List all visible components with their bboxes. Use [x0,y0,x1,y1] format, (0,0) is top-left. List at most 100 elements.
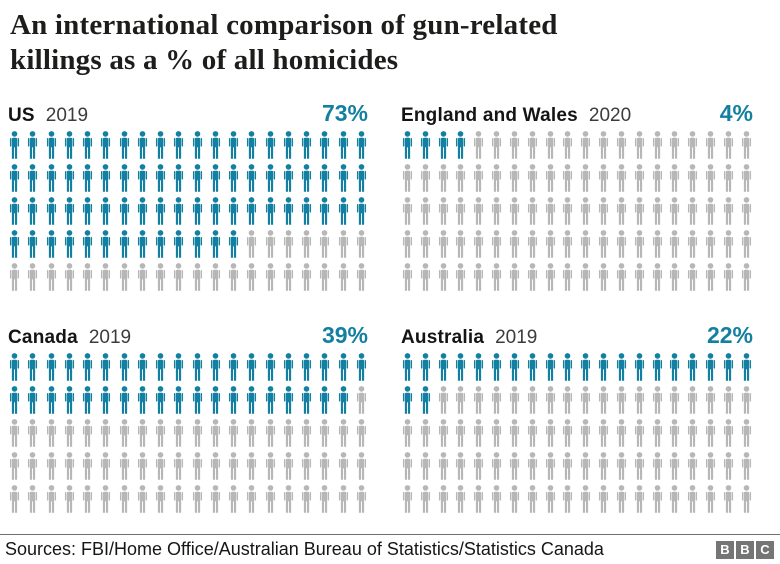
person-icon [651,197,664,225]
person-icon [633,386,646,414]
person-icon [245,197,258,225]
person-icon [419,353,432,381]
panel-year-label: 2019 [45,105,89,126]
person-icon [172,230,185,258]
pictogram-row [401,353,753,386]
person-icon [63,386,76,414]
person-icon [597,452,610,480]
person-icon [508,386,521,414]
person-icon [490,197,503,225]
person-icon [154,164,167,192]
person-icon [579,230,592,258]
person-icon [63,131,76,159]
person-icon [300,230,313,258]
person-icon [686,230,699,258]
person-icon [191,230,204,258]
pictogram-row [8,263,368,296]
person-icon [651,419,664,447]
person-icon [740,386,753,414]
person-icon [686,353,699,381]
person-icon [544,230,557,258]
person-icon [45,485,58,513]
person-icon [651,131,664,159]
pictogram-row [401,485,753,518]
person-icon [355,197,368,225]
person-icon [454,386,467,414]
person-icon [508,164,521,192]
person-icon [490,386,503,414]
pictogram-row [8,452,368,485]
person-icon [740,263,753,291]
person-icon [209,131,222,159]
person-icon [154,263,167,291]
person-icon [81,452,94,480]
person-icon [81,164,94,192]
person-icon [722,263,735,291]
person-icon [401,386,414,414]
person-icon [401,419,414,447]
person-icon [318,353,331,381]
person-icon [651,230,664,258]
person-icon [544,419,557,447]
person-icon [615,419,628,447]
panel-country-label: Australia [401,327,485,348]
person-icon [490,263,503,291]
panel-country-label: Canada [8,327,78,348]
person-icon [154,386,167,414]
person-icon [118,263,131,291]
person-icon [472,230,485,258]
person-icon [668,353,681,381]
person-icon [740,131,753,159]
person-icon [191,353,204,381]
person-icon [722,452,735,480]
person-icon [282,485,295,513]
person-icon [264,419,277,447]
person-icon [45,164,58,192]
person-icon [282,263,295,291]
panel-year-label: 2020 [588,105,632,126]
person-icon [191,452,204,480]
person-icon [651,164,664,192]
person-icon [722,485,735,513]
person-icon [8,353,21,381]
person-icon [454,419,467,447]
person-icon [99,230,112,258]
person-icon [597,263,610,291]
person-icon [668,419,681,447]
person-icon [490,164,503,192]
person-icon [209,452,222,480]
person-icon [401,164,414,192]
person-icon [615,263,628,291]
person-icon [118,485,131,513]
person-icon [740,164,753,192]
person-icon [154,419,167,447]
person-icon [172,353,185,381]
pictogram-row [8,419,368,452]
person-icon [191,263,204,291]
person-icon [561,485,574,513]
person-icon [722,353,735,381]
person-icon [686,131,699,159]
person-icon [355,164,368,192]
pictogram-row [401,386,753,419]
person-icon [651,485,664,513]
person-icon [355,485,368,513]
person-icon [209,386,222,414]
panel-percent-value: 73% [321,100,368,126]
person-icon [337,230,350,258]
person-icon [136,419,149,447]
person-icon [454,230,467,258]
pictogram-row [8,353,368,386]
person-icon [81,197,94,225]
person-icon [209,485,222,513]
person-icon [318,386,331,414]
pictogram-row [401,131,753,164]
person-icon [227,353,240,381]
person-icon [99,197,112,225]
person-icon [561,197,574,225]
person-icon [264,452,277,480]
person-icon [472,263,485,291]
person-icon [597,419,610,447]
person-icon [300,263,313,291]
person-icon [191,386,204,414]
